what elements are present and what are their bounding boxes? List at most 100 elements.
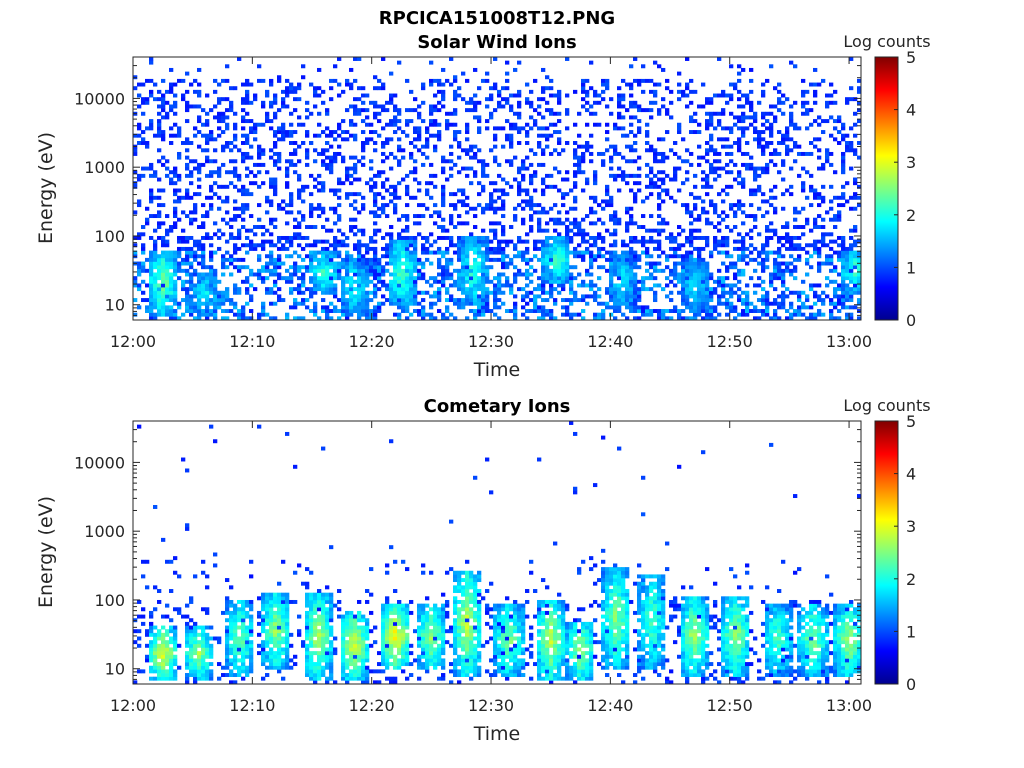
heatmap-cell (629, 115, 634, 120)
heatmap-cell (793, 265, 798, 270)
heatmap-cell (549, 272, 554, 277)
heatmap-cell (741, 67, 746, 72)
heatmap-cell (713, 210, 718, 215)
heatmap-cell (277, 298, 282, 303)
heatmap-cell (325, 283, 330, 288)
heatmap-cell (157, 272, 162, 277)
heatmap-cell (741, 130, 746, 135)
heatmap-cell (169, 305, 174, 310)
heatmap-cell (697, 290, 702, 295)
heatmap-cell (393, 192, 398, 197)
heatmap-cell (613, 294, 618, 299)
heatmap-cell (481, 279, 486, 284)
heatmap-cell (465, 301, 470, 306)
heatmap-cell (669, 246, 674, 251)
heatmap-cell (821, 235, 826, 240)
heatmap-cell (613, 144, 618, 149)
heatmap-cell (553, 221, 558, 226)
heatmap-cell (221, 78, 226, 83)
heatmap-cell (393, 287, 398, 292)
heatmap-cell (689, 232, 694, 237)
heatmap-cell (717, 294, 722, 299)
heatmap-cell (201, 272, 206, 277)
heatmap-cell (581, 188, 586, 193)
heatmap-cell (149, 312, 154, 317)
heatmap-cell (801, 225, 806, 229)
heatmap-cell (553, 122, 558, 127)
heatmap-cell (697, 276, 702, 281)
heatmap-cell (213, 272, 218, 277)
heatmap-cell (465, 287, 470, 292)
heatmap-cell (569, 235, 574, 240)
heatmap-cell (205, 272, 210, 277)
heatmap-cell (197, 104, 202, 109)
heatmap-cell (269, 203, 274, 208)
heatmap-cell (281, 276, 286, 281)
heatmap-cell (189, 279, 194, 284)
heatmap-cell (849, 166, 854, 171)
heatmap-cell (629, 214, 634, 219)
heatmap-cell (557, 137, 562, 142)
heatmap-cell (705, 261, 710, 266)
heatmap-cell (225, 64, 230, 69)
heatmap-cell (249, 228, 254, 233)
heatmap-cell (489, 279, 494, 284)
heatmap-cell (357, 309, 362, 313)
heatmap-cell (789, 235, 794, 240)
heatmap-cell (221, 272, 226, 277)
heatmap-cell (397, 217, 402, 222)
heatmap-cell (169, 640, 174, 645)
heatmap-cell (501, 290, 506, 295)
heatmap-cell (717, 93, 722, 98)
heatmap-cell (713, 290, 718, 295)
heatmap-cell (809, 122, 814, 127)
heatmap-cell (801, 100, 806, 105)
heatmap-cell (625, 305, 630, 310)
heatmap-cell (401, 276, 406, 281)
heatmap-cell (145, 206, 150, 211)
heatmap-cell (369, 257, 374, 262)
heatmap-cell (837, 316, 842, 321)
heatmap-cell (237, 148, 242, 153)
heatmap-cell (169, 265, 174, 270)
heatmap-cell (705, 239, 710, 244)
heatmap-cell (485, 268, 490, 273)
heatmap-cell (653, 89, 658, 94)
heatmap-cell (797, 235, 802, 240)
heatmap-cell (689, 272, 694, 277)
heatmap-cell (589, 86, 594, 91)
heatmap-cell (581, 250, 586, 255)
heatmap-cell (657, 151, 662, 156)
heatmap-cell (301, 184, 306, 189)
heatmap-cell (821, 184, 826, 189)
heatmap-cell (517, 126, 522, 131)
heatmap-cell (205, 265, 210, 270)
heatmap-cell (465, 316, 470, 321)
heatmap-cell (141, 141, 146, 145)
heatmap-cell (449, 257, 454, 262)
heatmap-cell (449, 261, 454, 266)
heatmap-cell (361, 290, 366, 295)
heatmap-cell (349, 268, 354, 273)
heatmap-cell (169, 309, 174, 313)
heatmap-cell (165, 243, 170, 248)
heatmap-cell (369, 298, 374, 303)
heatmap-cell (501, 239, 506, 244)
heatmap-cell (169, 86, 174, 91)
colorbar-tick-label: 1 (906, 258, 916, 277)
heatmap-cell (225, 294, 230, 299)
heatmap-cell (661, 188, 666, 193)
heatmap-cell (213, 78, 218, 83)
heatmap-cell (233, 173, 238, 178)
heatmap-cell (765, 257, 770, 262)
heatmap-cell (705, 173, 710, 178)
heatmap-cell (185, 162, 190, 167)
heatmap-cell (189, 181, 194, 186)
heatmap-cell (193, 250, 198, 255)
heatmap-cell (197, 239, 202, 244)
heatmap-cell (633, 159, 638, 164)
heatmap-cell (625, 279, 630, 284)
heatmap-cell (177, 305, 182, 310)
heatmap-cell (413, 137, 418, 142)
